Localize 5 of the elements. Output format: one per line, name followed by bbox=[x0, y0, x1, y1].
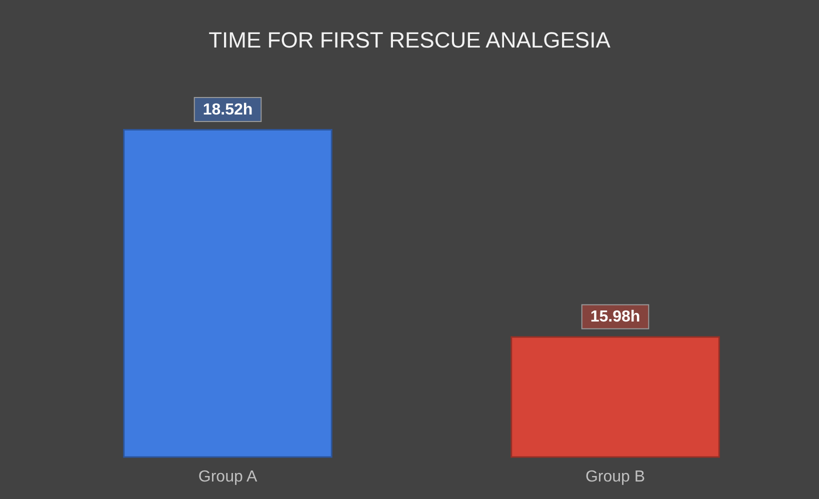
x-tick-label: Group B bbox=[585, 468, 646, 486]
chart-title: TIME FOR FIRST RESCUE ANALGESIA bbox=[208, 28, 611, 52]
data-label: 18.52h bbox=[202, 102, 253, 118]
data-label: 15.98h bbox=[590, 308, 640, 326]
x-tick-label: Group A bbox=[198, 468, 258, 486]
